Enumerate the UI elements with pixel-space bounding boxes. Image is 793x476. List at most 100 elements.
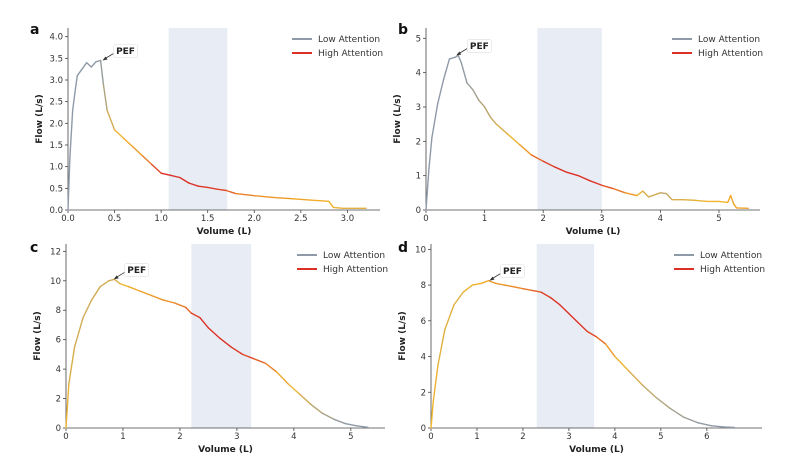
panel-c-label: c (30, 240, 38, 256)
panel-a-x-tick-label: 1.5 (201, 214, 215, 224)
panel-b-curve-segment (466, 82, 474, 91)
panel-d-label: d (398, 240, 408, 256)
panel-a-y-tick-label: 0.5 (49, 184, 63, 194)
panel-b-legend-label-low: Low Attention (698, 35, 760, 45)
panel-c-curve-segment (139, 290, 153, 297)
panel-b-curve-segment (718, 200, 729, 204)
panel-a-curve-segment (272, 196, 293, 200)
panel-a-curve-segment (106, 109, 116, 131)
panel-b-curve-segment (647, 192, 662, 198)
panel-b-curve-segment (601, 184, 615, 190)
panel-b-curve-segment (425, 168, 430, 211)
panel-b-curve-segment (636, 190, 644, 197)
panel-d-curve-segment (540, 291, 552, 299)
panel-d-curve-segment (503, 284, 515, 288)
panel-d-x-tick-label: 0 (428, 432, 433, 442)
panel-a-curve-segment (102, 83, 108, 112)
panel-a-pef-label: PEF (116, 47, 135, 57)
panel-b-shaded-region (537, 28, 602, 210)
panel-d-curve-segment (437, 329, 446, 367)
panel-c-curve-segment (199, 316, 210, 329)
panel-d-y-tick-label: 10 (415, 245, 426, 255)
panel-d-flow-curve (430, 279, 736, 429)
panel-d-pef-label: PEF (503, 267, 522, 277)
panel-c-curve-segment (65, 383, 70, 429)
panel-c-curve-segment (82, 299, 93, 319)
panel-b-legend-label-high: High Attention (698, 49, 763, 59)
panel-b-x-tick-label: 3 (599, 214, 604, 224)
panel-b-curve-segment (507, 133, 521, 146)
panel-a-curve-segment (81, 61, 88, 70)
panel-c-x-tick-label: 5 (348, 432, 353, 442)
panel-b-curve-segment (478, 99, 486, 108)
panel-a-curve-segment (160, 172, 172, 177)
panel-c-y-tick-label: 10 (50, 277, 61, 287)
panel-a-label: a (30, 22, 39, 38)
panel-b-y-tick-label: 0 (416, 206, 421, 216)
panel-d-y-tick-label: 2 (421, 388, 426, 398)
panel-d-curve-segment (595, 336, 607, 345)
panel-b-y-tick-label: 4 (416, 69, 421, 79)
panel-c-y-tick-label: 8 (56, 306, 61, 316)
panel-c-y-tick-label: 0 (56, 424, 61, 434)
panel-d-chart: d 0 1 2 3 4 5 6 0 2 4 6 8 10 Volume (L) Flow (L/s) PEF Lo… (398, 240, 765, 455)
panel-a-shaded-region (168, 28, 228, 210)
panel-c-flow-curve (65, 278, 369, 429)
panel-b-y-tick-label: 3 (416, 103, 421, 113)
panel-d-curve-segment (655, 396, 671, 410)
panel-c-curve-segment (127, 285, 141, 292)
panel-a-curve-segment (309, 199, 330, 203)
panel-a-curve-segment (141, 155, 153, 166)
panel-d-curve-segment (462, 284, 474, 293)
panel-d-curve-segment (453, 291, 464, 306)
panel-c-shaded-region (191, 244, 252, 428)
panel-d-legend-label-high: High Attention (700, 265, 765, 275)
panel-c-curve-segment (310, 403, 324, 414)
panel-b-curve-segment (530, 154, 544, 162)
panel-a-curve-segment (99, 59, 105, 86)
panel-d-curve-segment (696, 421, 713, 427)
panel-a-curve-segment (328, 200, 335, 209)
panel-d-x-axis-label: Volume (L) (569, 445, 624, 455)
panel-a-curve-segment (74, 74, 79, 90)
panel-d-curve-segment (513, 286, 524, 290)
panel-c-x-axis-label: Volume (L) (198, 445, 253, 455)
panel-a-y-tick-label: 0.0 (49, 206, 63, 216)
panel-d-x-tick-label: 4 (612, 432, 617, 442)
panel-a-curve-segment (207, 186, 218, 190)
panel-a-curve-segment (332, 206, 344, 209)
panel-b-curve-segment (542, 160, 556, 168)
panel-b-curve-segment (565, 171, 580, 177)
panel-c-curve-segment (150, 294, 164, 301)
panel-a-curve-segment (169, 174, 181, 179)
panel-b-curve-segment (694, 199, 708, 203)
panel-c-x-tick-label: 4 (291, 432, 296, 442)
panel-c-curve-segment (355, 425, 369, 428)
panel-c-x-tick-label: 3 (234, 432, 239, 442)
panel-c-x-tick-label: 1 (120, 432, 125, 442)
panel-c-curve-segment (73, 316, 84, 348)
panel-d-legend-label-low: Low Attention (700, 251, 762, 261)
panel-d-y-axis-label: Flow (L/s) (398, 311, 408, 360)
panel-d-curve-segment (494, 282, 506, 286)
panel-b-curve-segment (448, 56, 456, 60)
panel-a-pef-arrowhead (102, 56, 108, 61)
panel-d-curve-segment (586, 330, 598, 338)
panel-a-curve-segment (151, 163, 162, 174)
panel-c-curve-segment (184, 306, 193, 314)
panel-a-x-tick-label: 0.5 (108, 214, 122, 224)
panel-b-curve-segment (577, 174, 591, 182)
panel-c-curve-segment (173, 302, 187, 308)
panel-b-curve-segment (665, 192, 673, 201)
panel-c-legend-label-low: Low Attention (323, 251, 385, 261)
panel-d-curve-segment (444, 304, 455, 331)
panel-c-y-axis-label: Flow (L/s) (33, 311, 43, 360)
panel-d-curve-segment (522, 287, 533, 292)
panel-a-x-tick-label: 2.5 (294, 214, 308, 224)
panel-c-curve-segment (287, 383, 301, 395)
panel-a-curve-segment (216, 188, 228, 192)
panel-a-y-axis-label: Flow (L/s) (35, 94, 45, 143)
panel-c-curve-segment (253, 358, 267, 364)
